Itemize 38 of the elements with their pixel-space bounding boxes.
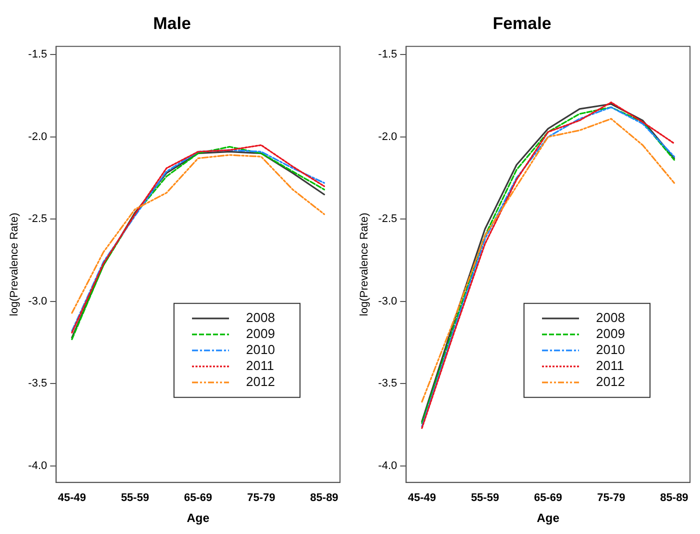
y-tick-label: -1.5 (378, 48, 398, 61)
x-tick-label: 55-59 (120, 492, 150, 504)
x-tick-label: 45-49 (408, 492, 436, 504)
x-tick-label: 45-49 (58, 492, 86, 504)
x-tick-label: 55-59 (470, 492, 500, 504)
x-tick-label: 85-89 (310, 492, 338, 504)
y-tick-label: -2.5 (28, 213, 48, 226)
y-axis-title: log(Prevalence Rate) (8, 212, 21, 316)
y-tick-label: -1.5 (28, 48, 48, 61)
x-axis-title: Age (536, 511, 560, 526)
x-tick-label: 65-69 (184, 492, 212, 504)
y-axis-title: log(Prevalence Rate) (358, 212, 371, 316)
y-tick-label: -2.5 (378, 213, 398, 226)
y-tick-label: -4.0 (378, 460, 398, 472)
x-tick-label: 75-79 (247, 492, 276, 504)
y-tick-label: -2.0 (28, 130, 48, 143)
y-tick-label: -2.0 (378, 130, 398, 143)
y-tick-label: -3.5 (378, 378, 398, 390)
x-tick-label: 75-79 (597, 492, 626, 504)
legend-label: 2011 (246, 358, 274, 373)
chart-title: Male (153, 14, 191, 33)
x-axis-title: Age (186, 511, 210, 526)
legend-label: 2012 (246, 374, 275, 389)
x-tick-label: 65-69 (534, 492, 562, 504)
x-tick-label: 85-89 (660, 492, 688, 504)
chart-title: Female (492, 14, 552, 33)
legend-label: 2008 (596, 310, 625, 325)
legend-label: 2011 (596, 358, 624, 373)
legend-label: 2008 (246, 310, 275, 325)
y-tick-label: -3.0 (378, 295, 398, 308)
legend-label: 2010 (596, 342, 625, 357)
y-tick-label: -4.0 (28, 460, 48, 472)
y-tick-label: -3.5 (28, 378, 48, 390)
legend-label: 2012 (596, 374, 625, 389)
y-tick-label: -3.0 (28, 295, 48, 308)
legend-label: 2009 (596, 326, 625, 341)
legend-label: 2009 (246, 326, 275, 341)
legend-label: 2010 (246, 342, 275, 357)
